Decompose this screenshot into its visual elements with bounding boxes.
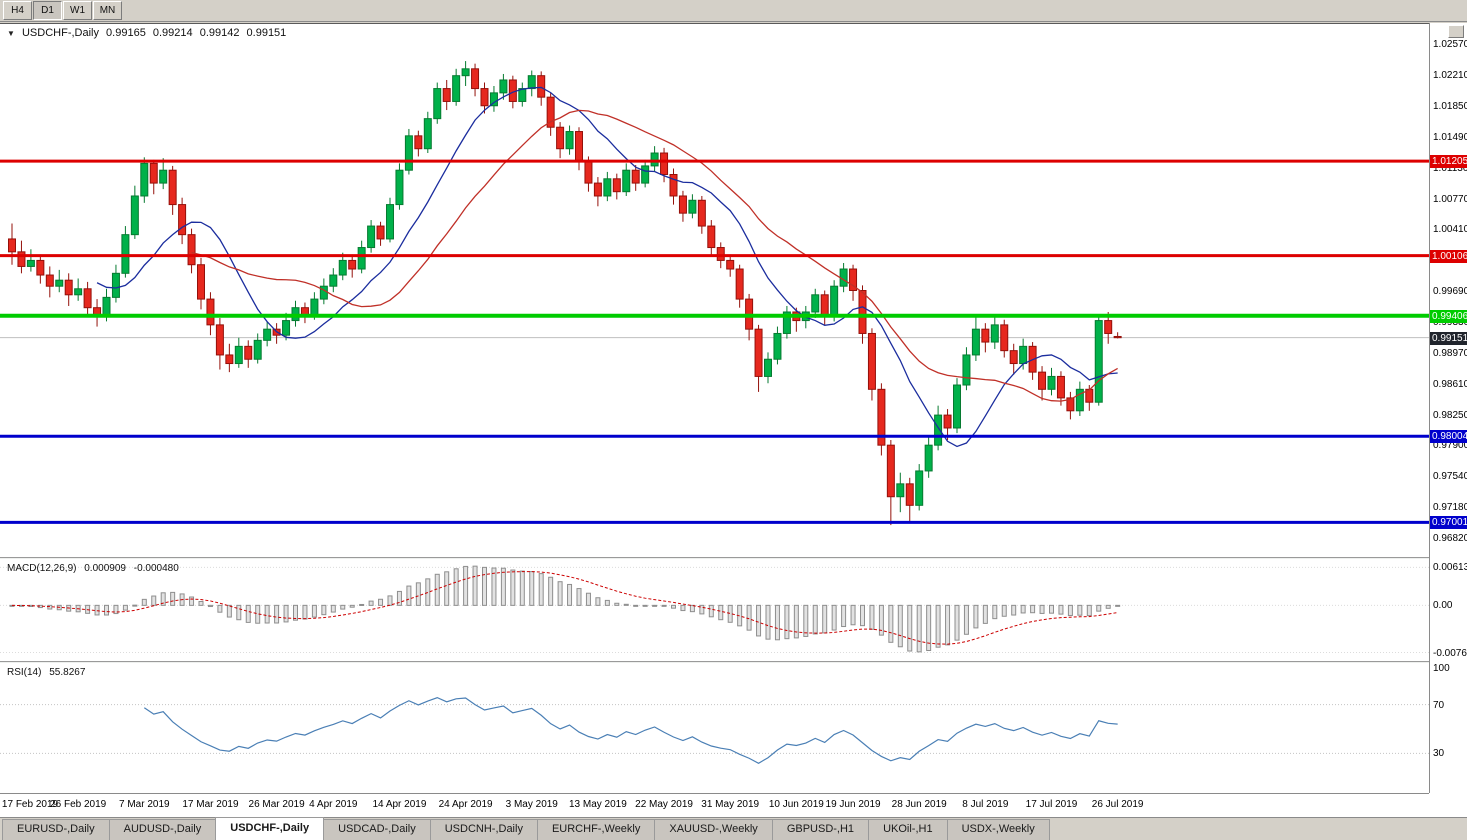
hline-price-badge: 1.00106 (1430, 249, 1467, 263)
axis-tick: 1.02570 (1433, 38, 1467, 50)
date-label: 31 May 2019 (701, 799, 760, 810)
date-label: 4 Apr 2019 (309, 799, 358, 810)
tab-usdchf-daily[interactable]: USDCHF-,Daily (215, 817, 325, 840)
axis-tick: 70 (1433, 699, 1445, 711)
axis-tick: 30 (1433, 748, 1445, 760)
axis-tick: 0.97180 (1433, 502, 1467, 514)
tab-usdcnh-daily[interactable]: USDCNH-,Daily (429, 819, 538, 840)
axis-tick: 0.99330 (1433, 317, 1467, 329)
axis-tick: 1.00410 (1433, 224, 1467, 236)
date-label: 14 Apr 2019 (372, 799, 427, 810)
macd-signal-value: -0.000480 (133, 563, 179, 574)
date-label: 24 Apr 2019 (438, 799, 493, 810)
axis-tick: 1.02210 (1433, 69, 1467, 81)
date-label: 17 Feb 2019 (1, 799, 59, 810)
hline-price-badge: 0.98004 (1430, 430, 1467, 444)
panel-separator-rsi[interactable] (0, 661, 1467, 663)
ohlc-low: 0.99142 (199, 27, 240, 39)
rsi-header: RSI(14) 55.8267 (7, 667, 90, 678)
tab-usdcad-daily[interactable]: USDCAD-,Daily (323, 819, 431, 840)
axis-tick: 0.98610 (1433, 379, 1467, 391)
panel-separator-macd[interactable] (0, 557, 1467, 559)
tab-usdx-weekly[interactable]: USDX-,Weekly (946, 819, 1050, 840)
period-button-h4[interactable]: H4 (3, 1, 32, 20)
axis-tick: 0.98250 (1433, 410, 1467, 422)
period-button-group: H4 D1 W1 MN (3, 1, 123, 20)
date-label: 17 Jul 2019 (1025, 799, 1078, 810)
tab-gbpusd-h1[interactable]: GBPUSD-,H1 (771, 819, 870, 840)
tab-audusd-daily[interactable]: AUDUSD-,Daily (108, 819, 217, 840)
axis-tick: 0.97900 (1433, 440, 1467, 452)
axis-tick: 0.00613 (1433, 562, 1467, 574)
hline-price-badge: 0.99406 (1430, 309, 1467, 323)
hline-price-badge: 1.01205 (1430, 155, 1467, 169)
axis-tick: 0.99690 (1433, 286, 1467, 298)
current-price-badge: 0.99151 (1430, 331, 1467, 345)
axis-corner-button[interactable] (1448, 25, 1464, 38)
date-label: 22 May 2019 (635, 799, 693, 810)
macd-header: MACD(12,26,9) 0.000909 -0.000480 (7, 563, 184, 574)
date-label: 7 Mar 2019 (119, 799, 170, 810)
date-label: 8 Jul 2019 (962, 799, 1009, 810)
date-label: 3 May 2019 (505, 799, 558, 810)
rsi-label: RSI(14) (7, 667, 42, 678)
date-label: 26 Jul 2019 (1091, 799, 1144, 810)
tab-ukoil-h1[interactable]: UKOil-,H1 (868, 819, 948, 840)
axis-tick: 1.01490 (1433, 131, 1467, 143)
period-button-w1[interactable]: W1 (63, 1, 92, 20)
axis-tick: 1.00770 (1433, 193, 1467, 205)
tab-xauusd-weekly[interactable]: XAUUSD-,Weekly (654, 819, 773, 840)
hline-price-badge: 0.97001 (1430, 516, 1467, 530)
axis-tick: 100 (1433, 663, 1450, 674)
axis-tick: 1.01850 (1433, 100, 1467, 112)
rsi-value: 55.8267 (49, 667, 86, 678)
macd-label: MACD(12,26,9) (7, 563, 77, 574)
date-label: 13 May 2019 (568, 799, 627, 810)
date-label: 17 Mar 2019 (182, 799, 239, 810)
tab-eurusd-daily[interactable]: EURUSD-,Daily (2, 819, 110, 840)
price-axis[interactable]: 1.025701.022101.018501.014901.011301.007… (1429, 23, 1467, 793)
date-label: 28 Jun 2019 (891, 799, 947, 810)
date-label: 26 Feb 2019 (50, 799, 107, 810)
date-label: 26 Mar 2019 (248, 799, 305, 810)
chart-tabs-bar: EURUSD-,Daily AUDUSD-,Daily USDCHF-,Daily U… (0, 817, 1467, 840)
ohlc-open: 0.99165 (106, 27, 146, 39)
ohlc-high: 0.99214 (152, 27, 193, 39)
tab-eurchf-weekly[interactable]: EURCHF-,Weekly (536, 819, 656, 840)
date-label: 19 Jun 2019 (825, 799, 881, 810)
period-button-mn[interactable]: MN (93, 1, 122, 20)
axis-tick: 0.98970 (1433, 348, 1467, 360)
axis-tick: -0.00762 (1433, 647, 1467, 659)
timeframe-toolbar: H4 D1 W1 MN (0, 0, 1467, 22)
date-label: 10 Jun 2019 (768, 799, 824, 810)
chart-header: ▼ USDCHF-,Daily 0.99165 0.99214 0.99142 … (7, 27, 290, 39)
macd-main-value: 0.000909 (84, 563, 126, 574)
symbol-label: USDCHF-,Daily (21, 27, 99, 39)
period-button-d1[interactable]: D1 (33, 1, 62, 20)
axis-tick: 0.00 (1433, 600, 1453, 612)
axis-tick: 0.97540 (1433, 471, 1467, 483)
chevron-down-icon: ▼ (7, 29, 15, 38)
time-axis[interactable]: 17 Feb 2019 26 Feb 2019 7 Mar 2019 17 Mar 2… (0, 793, 1429, 817)
axis-tick: 0.96820 (1433, 532, 1467, 544)
ohlc-close: 0.99151 (246, 27, 287, 39)
